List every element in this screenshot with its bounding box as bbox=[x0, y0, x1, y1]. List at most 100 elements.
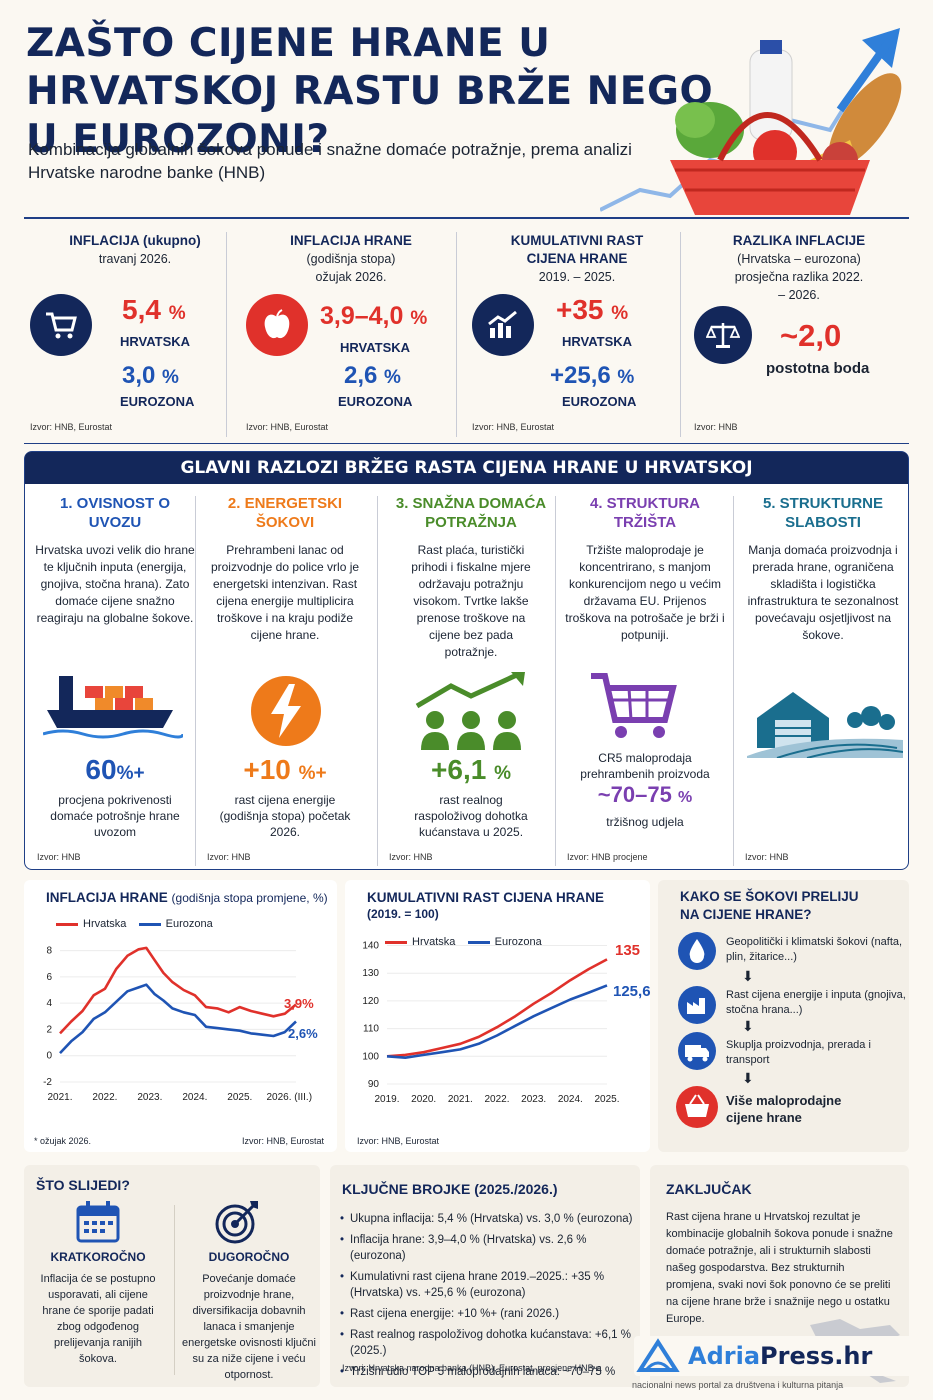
kpi-divider bbox=[680, 232, 681, 437]
y-tick-label: 130 bbox=[362, 968, 379, 979]
flow-title: KAKO SE ŠOKOVI PRELIJU NA CIJENE HRANE? bbox=[680, 889, 859, 922]
flow-step-final: Više maloprodajne cijene hrane bbox=[726, 1093, 842, 1125]
x-tick-label: 2023. bbox=[137, 1092, 162, 1103]
y-tick-label: 0 bbox=[46, 1051, 52, 1062]
reason-value: ~70–75 bbox=[597, 782, 672, 807]
brand-name-a: Adria bbox=[688, 1342, 761, 1370]
kpi-cumulative-growth: KUMULATIVNI RAST CIJENA HRANE 2019. – 202… bbox=[466, 222, 688, 440]
kpi-food-inflation: INFLACIJA HRANE (godišnja stopa) ožujak 2… bbox=[240, 222, 462, 440]
long-term-text: Povećanje domaće proizvodnje hrane, dive… bbox=[182, 1273, 316, 1381]
shopping-cart-icon bbox=[591, 673, 677, 738]
reason-title: 3. SNAŽNA DOMAĆA POTRAŽNJA bbox=[395, 495, 547, 531]
kpi-inflation-total: INFLACIJA (ukupno) travanj 2026. 5,4 % HR… bbox=[24, 222, 246, 440]
header-divider bbox=[24, 217, 909, 219]
kpi-unit: % bbox=[384, 367, 401, 388]
x-tick-label: 2025. bbox=[227, 1092, 252, 1103]
reason-market-structure: 4. STRUKTURA TRŽIŠTA Tržište maloprodaje… bbox=[559, 492, 731, 864]
y-tick-label: 2 bbox=[46, 1024, 52, 1035]
reasons-panel: GLAVNI RAZLOZI BRŽEG RASTA CIJENA HRANE … bbox=[24, 451, 909, 870]
short-term-title: KRATKOROČNO bbox=[50, 1250, 146, 1264]
cumulative-growth-chart-panel: KUMULATIVNI RAST CIJENA HRANE (2019. = 1… bbox=[345, 880, 651, 1152]
cart-icon bbox=[30, 294, 92, 356]
long-term-title: DUGOROČNO bbox=[208, 1250, 290, 1264]
kpi-source: Izvor: HNB, Eurostat bbox=[30, 422, 113, 432]
reason-description: Rast plaća, turistički prihodi i fiskaln… bbox=[411, 543, 531, 659]
reason-unit: %+ bbox=[298, 763, 327, 784]
kpi-value-eurozone: 3,0 bbox=[122, 362, 156, 389]
reason-domestic-demand: 3. SNAŽNA DOMAĆA POTRAŽNJA Rast plaća, t… bbox=[381, 492, 561, 864]
key-figure-item: Rast cijena energije: +10 %+ (rani 2026.… bbox=[340, 1306, 636, 1322]
kpi-value-gap: ~2,0 bbox=[780, 318, 842, 353]
kpi-value-croatia: +35 bbox=[556, 294, 604, 325]
warehouse-icon bbox=[747, 692, 903, 758]
x-tick-label: 2020. bbox=[411, 1094, 436, 1105]
kpi-source: Izvor: HNB bbox=[694, 422, 738, 432]
kpi-unit: % bbox=[162, 367, 179, 388]
kpi-unit: % bbox=[611, 303, 629, 324]
key-figures-source: Izvori: Hrvatska narodna banka (HNB), Eu… bbox=[342, 1363, 602, 1373]
reason-divider bbox=[733, 496, 734, 866]
scales-icon bbox=[694, 306, 752, 364]
y-tick-label: 6 bbox=[46, 972, 52, 983]
x-tick-label: 2022. bbox=[484, 1094, 509, 1105]
flow-step: Geopolitički i klimatski šokovi (nafta, … bbox=[726, 936, 903, 963]
x-tick-label: 2022. bbox=[92, 1092, 117, 1103]
flow-step: Rast cijena energije i inputa (gnojiva, … bbox=[726, 989, 906, 1016]
kpi-divider bbox=[226, 232, 227, 437]
reason-title: 1. OVISNOST O UVOZU bbox=[59, 495, 171, 531]
arrow-down-icon: ⬇ bbox=[742, 1018, 754, 1034]
reason-title: 4. STRUKTURA TRŽIŠTA bbox=[589, 495, 700, 531]
food-inflation-chart: -2 0 2 4 6 8 2021. 2022. 2023. 2024. 2025. 2026. (I… bbox=[43, 946, 312, 1103]
reason-value-label: procjena pokrivenosti domaće potrošnje h… bbox=[50, 793, 180, 839]
target-icon bbox=[215, 1201, 258, 1244]
reason-import-dependence: 1. OVISNOST O UVOZU Hrvatska uvozi velik… bbox=[29, 492, 201, 864]
legend-swatch-croatia bbox=[56, 922, 78, 926]
kpi-label-eurozone: EUROZONA bbox=[120, 394, 195, 409]
end-label-eurozone: 125,6 bbox=[613, 983, 651, 1000]
cargo-ship-icon bbox=[43, 676, 183, 739]
truck-icon bbox=[678, 1032, 716, 1070]
y-tick-label: 110 bbox=[363, 1024, 379, 1035]
brand-mark-icon bbox=[636, 1338, 680, 1372]
reason-description: Tržište maloprodaje je koncentrirano, s … bbox=[565, 543, 725, 642]
kpi-sub: (godišnja stopa) ožujak 2026. bbox=[306, 252, 396, 284]
kpi-source: Izvor: HNB, Eurostat bbox=[472, 422, 555, 432]
kpi-heading: INFLACIJA (ukupno) bbox=[69, 233, 201, 248]
food-inflation-chart-panel: INFLACIJA HRANE (godišnja stopa promjene… bbox=[24, 880, 337, 1152]
reason-value: +10 bbox=[243, 754, 291, 785]
x-tick-label: 2019. bbox=[374, 1094, 399, 1105]
reason-description: Prehrambeni lanac od proizvodnje do poli… bbox=[210, 543, 360, 642]
kpi-label-croatia: HRVATSKA bbox=[562, 334, 633, 349]
reason-value-label: rast realnog raspoloživog dohotka kućans… bbox=[414, 793, 528, 839]
legend-croatia: Hrvatska bbox=[83, 918, 127, 930]
series-line-eurozona bbox=[59, 983, 297, 1054]
y-tick-label: -2 bbox=[43, 1077, 52, 1088]
reason-source: Izvor: HNB bbox=[389, 852, 433, 862]
reason-divider bbox=[195, 496, 196, 866]
kpi-divider bbox=[456, 232, 457, 437]
grocery-basket-illustration bbox=[600, 28, 902, 215]
y-tick-label: 90 bbox=[368, 1079, 380, 1090]
key-figures-panel: KLJUČNE BROJKE (2025./2026.) Ukupna infl… bbox=[330, 1165, 640, 1387]
reason-description: Hrvatska uvozi velik dio hrane te ključn… bbox=[35, 543, 195, 625]
end-label-croatia: 3,9% bbox=[284, 996, 314, 1011]
key-figures-title: KLJUČNE BROJKE (2025./2026.) bbox=[342, 1181, 558, 1197]
reason-source: Izvor: HNB bbox=[207, 852, 251, 862]
chart-title: KUMULATIVNI RAST CIJENA HRANE bbox=[367, 890, 605, 905]
brand-tagline: nacionalni news portal za društvena i ku… bbox=[632, 1380, 844, 1390]
chart-note: * ožujak 2026. bbox=[34, 1136, 92, 1146]
next-divider bbox=[174, 1205, 175, 1375]
croatia-map-icon bbox=[810, 1319, 900, 1383]
arrow-down-icon: ⬇ bbox=[742, 968, 754, 984]
reason-unit: %+ bbox=[116, 763, 145, 784]
reason-energy-shocks: 2. ENERGETSKI ŠOKOVI Prehrambeni lanac o… bbox=[199, 492, 371, 864]
brand-logo[interactable]: AdriaPress.hr bbox=[634, 1336, 933, 1376]
legend-eurozone: Eurozona bbox=[165, 918, 213, 930]
page-title: ZAŠTO CIJENE HRANE U HRVATSKOJ RASTU BRŽ… bbox=[26, 21, 714, 162]
x-tick-label: 2024. bbox=[558, 1094, 583, 1105]
reason-title: 2. ENERGETSKI ŠOKOVI bbox=[227, 495, 343, 531]
what-next-panel: ŠTO SLIJEDI? KRATKOROČNO Inflacija će se… bbox=[24, 1165, 320, 1387]
legend-swatch-eurozone bbox=[467, 940, 490, 944]
series-line-eurozona bbox=[386, 984, 608, 1059]
kpi-value-eurozone: +25,6 bbox=[550, 362, 611, 389]
